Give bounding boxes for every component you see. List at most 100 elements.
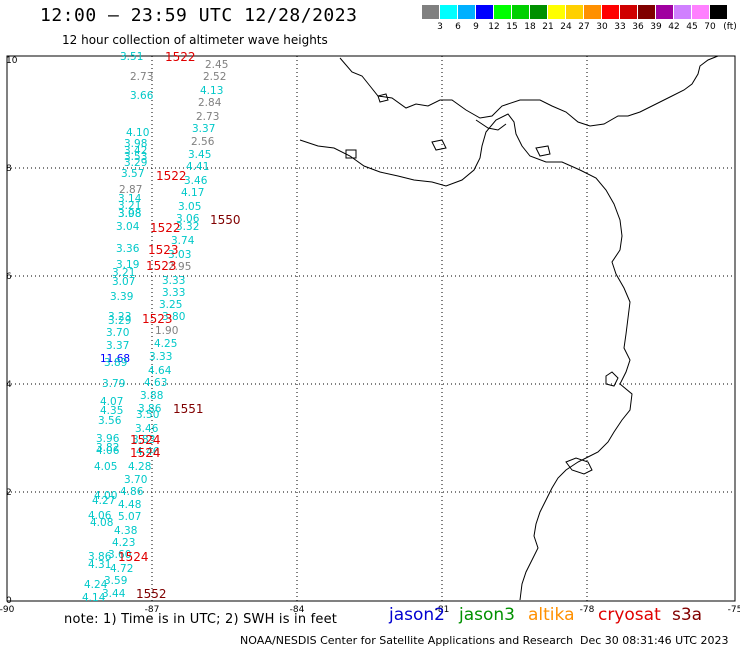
legend-swatch — [656, 5, 673, 19]
wave-height-label: 4.08 — [90, 517, 113, 529]
wave-height-label: 3.37 — [192, 123, 215, 135]
wave-height-label: 3.32 — [176, 221, 199, 233]
wave-height-label: 4.35 — [100, 405, 123, 417]
y-tick-label: 8 — [6, 164, 12, 174]
legend-swatch — [710, 5, 727, 19]
pass-time-label: 1524 — [130, 446, 161, 460]
wave-height-label: 3.33 — [162, 275, 185, 287]
coast-gulf-shore — [605, 371, 619, 387]
graticule — [7, 56, 735, 601]
wave-height-label: 3.21 — [118, 200, 141, 212]
pass-time-label: 1552 — [136, 587, 167, 601]
wave-height-label: 4.06 — [96, 445, 120, 457]
wave-height-label: 3.83 — [132, 434, 155, 446]
pass-time-label: 1524 — [130, 433, 161, 447]
wave-height-label: 3.86 — [138, 403, 162, 415]
legend-label: 36 — [632, 22, 644, 32]
wave-height-label: 4.07 — [100, 396, 123, 408]
x-tick-label: -75 — [728, 605, 740, 615]
satellite-legend-cryosat: cryosat — [598, 605, 661, 625]
wave-height-label: 3.80 — [162, 311, 185, 323]
coastline-isthmus — [299, 113, 633, 601]
legend-swatch — [476, 5, 493, 19]
pass-number-labels: 1522152215501522152315231523155115241524… — [118, 50, 241, 601]
wave-height-label: 3.29 — [108, 315, 131, 327]
wave-height-label: 3.33 — [149, 351, 172, 363]
island-shape-2 — [431, 139, 447, 151]
legend-label: 42 — [668, 22, 680, 32]
wave-height-label: 4.06 — [88, 510, 112, 522]
map-title: 12:00 – 23:59 UTC 12/28/2023 — [40, 5, 358, 26]
footer-timestamp: Dec 30 08:31:46 UTC 2023 — [580, 634, 729, 647]
wave-height-label: 3.08 — [118, 208, 141, 220]
wave-height-label: 3.03 — [168, 249, 191, 261]
wave-height-label: 3.25 — [159, 299, 182, 311]
wave-height-label: 4.00 — [94, 490, 117, 502]
legend-label: 33 — [614, 22, 626, 32]
wave-height-label: 3.21 — [112, 267, 135, 279]
legend-swatch — [692, 5, 709, 19]
pass-time-label: 1523 — [142, 312, 173, 326]
wave-height-label: 3.50 — [136, 409, 159, 421]
wave-height-label: 3.51 — [120, 51, 143, 63]
wave-height-label: 11.68 — [100, 353, 130, 365]
wave-height-label: 3.19 — [116, 259, 139, 271]
wave-height-label: 4.24 — [84, 579, 108, 591]
wave-height-label: 4.17 — [181, 187, 204, 199]
x-tick-label: -87 — [145, 605, 160, 615]
legend-label: 70 — [704, 22, 716, 32]
wave-height-label: 2.73 — [130, 71, 153, 83]
legend-swatch — [440, 5, 457, 19]
legend-label: 27 — [578, 22, 590, 32]
wave-height-label: 3.06 — [176, 213, 200, 225]
island-shape-4 — [345, 149, 357, 159]
y-tick-label: 4 — [6, 380, 12, 390]
wave-height-label: 3.04 — [116, 221, 140, 233]
pass-time-label: 1522 — [150, 221, 181, 235]
wave-height-label: 3.96 — [96, 433, 120, 445]
y-tick-label: 0 — [6, 596, 12, 606]
y-tick-label: 6 — [6, 272, 12, 282]
pass-time-label: 1550 — [210, 213, 241, 227]
legend-swatch — [566, 5, 583, 19]
wave-height-label: 3.45 — [188, 149, 211, 161]
legend-swatch — [620, 5, 637, 19]
wave-height-label: 4.38 — [114, 525, 137, 537]
satellite-legend-jason2: jason2 — [389, 605, 445, 625]
wave-height-label: 3.57 — [121, 168, 144, 180]
legend-swatch — [584, 5, 601, 19]
wave-height-label: 3.39 — [110, 291, 133, 303]
legend-label: 24 — [560, 22, 572, 32]
legend-label: 30 — [596, 22, 608, 32]
legend-label: 21 — [542, 22, 554, 32]
wave-height-label: 3.37 — [106, 340, 129, 352]
wave-height-label: 3.05 — [178, 201, 201, 213]
wave-height-label: 4.28 — [128, 461, 151, 473]
legend-label: 45 — [686, 22, 698, 32]
island-shape-3 — [535, 145, 551, 157]
wave-height-label: 2.56 — [191, 136, 215, 148]
wave-height-label: 3.29 — [124, 157, 147, 169]
legend-label: 6 — [455, 22, 461, 32]
wave-height-label: 3.89 — [104, 357, 127, 369]
legend-swatch — [548, 5, 565, 19]
wave-height-label: 2.95 — [168, 261, 191, 273]
x-tick-label: -78 — [580, 605, 595, 615]
island-shape-1 — [377, 93, 389, 103]
legend-swatch — [638, 5, 655, 19]
pass-time-label: 1523 — [146, 259, 177, 273]
legend-label: 9 — [473, 22, 479, 32]
satellite-legend-altika: altika — [528, 605, 575, 625]
legend-unit: (ft) — [723, 22, 737, 32]
pass-time-label: 1523 — [148, 243, 179, 257]
wave-height-label: 3.46 — [135, 423, 159, 435]
map-subtitle: 12 hour collection of altimeter wave hei… — [62, 33, 328, 47]
pass-time-label: 1551 — [173, 402, 204, 416]
wave-height-label: 3.86 — [88, 551, 112, 563]
wave-height-label: 2.52 — [203, 71, 226, 83]
wave-height-label: 2.45 — [205, 59, 228, 71]
wave-height-label: 4.72 — [110, 563, 133, 575]
coastline-south-sea — [475, 119, 507, 131]
wave-height-label: 4.27 — [92, 495, 115, 507]
